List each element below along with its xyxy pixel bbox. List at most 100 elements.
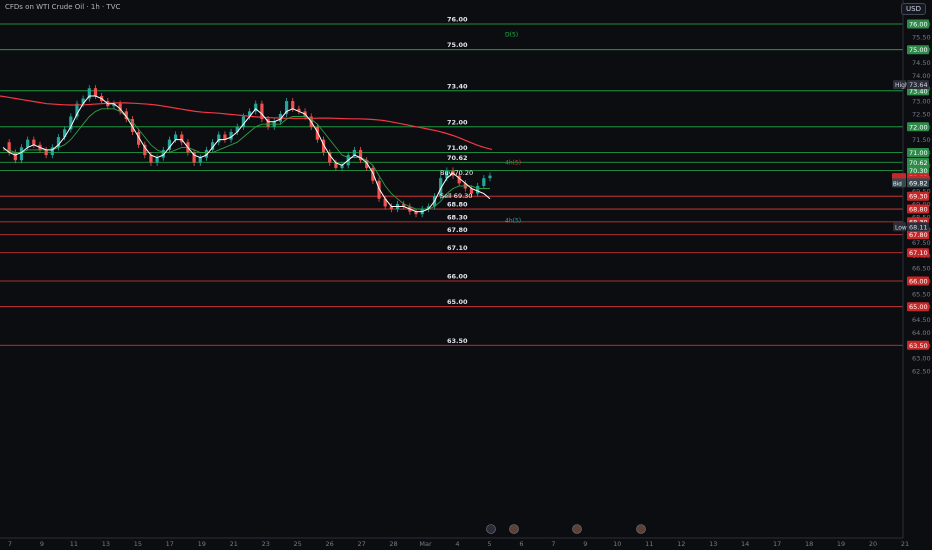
candle-body	[321, 139, 326, 153]
candle-body	[81, 98, 85, 104]
candle-body	[198, 157, 202, 163]
x-tick-label: 25	[294, 540, 302, 548]
candle-body	[334, 162, 338, 168]
candle-body	[180, 134, 184, 143]
support-axis-label-bg	[907, 122, 929, 132]
economic-event-icon[interactable]	[509, 524, 519, 534]
candle-body	[284, 101, 289, 114]
x-tick-label: 26	[326, 540, 334, 548]
candle-body	[254, 103, 258, 112]
x-tick-label: 18	[805, 540, 813, 548]
candle-body	[223, 134, 227, 140]
support-axis-label-bg	[907, 45, 929, 55]
support-axis-label-bg	[907, 157, 929, 167]
x-tick-label: 13	[102, 540, 110, 548]
bid-label-bg	[892, 178, 906, 188]
currency-button[interactable]: USD	[901, 3, 926, 15]
ma-fast-line	[2, 95, 491, 213]
low-label-bg	[893, 222, 906, 232]
resistance-axis-label: 67.10	[909, 249, 928, 257]
resistance-axis-label-bg	[907, 276, 929, 286]
x-tick-label: 17	[773, 540, 781, 548]
x-tick-label: 11	[70, 540, 78, 548]
candle-body	[63, 129, 67, 138]
y-tick-label: 69.50	[912, 188, 931, 196]
resistance-line-label: 63.50	[447, 337, 468, 345]
high-label-bg	[893, 80, 906, 90]
support-line-label: 70.62	[447, 154, 468, 162]
candle-body	[488, 175, 492, 179]
candle-body	[93, 88, 98, 96]
support-line-label: 73.40	[447, 82, 468, 90]
candle-body	[266, 119, 270, 127]
resistance-axis-label: 63.50	[909, 342, 928, 350]
candle-body	[445, 170, 449, 179]
resistance-line-label: 67.10	[447, 244, 468, 252]
resistance-axis-label: 67.80	[909, 231, 928, 239]
candle-body	[7, 142, 11, 153]
timeframe-tag: D(5)	[505, 31, 518, 38]
y-tick-label: 63.00	[912, 355, 931, 363]
candle-body	[137, 131, 141, 145]
resistance-line-label: 68.80	[447, 201, 468, 209]
support-axis-label: 72.00	[909, 123, 928, 131]
candle-body	[328, 152, 332, 163]
candle-body	[174, 134, 178, 140]
candle-body	[383, 198, 387, 207]
candle-body	[192, 152, 196, 163]
candle-body	[210, 142, 215, 150]
economic-event-icon[interactable]	[636, 524, 646, 534]
candle-body	[426, 206, 430, 210]
resistance-axis-label-bg	[907, 191, 929, 201]
candle-body	[340, 165, 344, 168]
low-value-bg	[907, 222, 929, 232]
x-tick-label: 7	[551, 540, 555, 548]
x-tick-label: 11	[645, 540, 653, 548]
support-axis-label: 70.30	[909, 167, 928, 175]
x-tick-label: 9	[583, 540, 587, 548]
candle-body	[241, 116, 246, 127]
high-label: High	[895, 82, 909, 89]
candle-body	[389, 206, 393, 210]
support-axis-label: 75.00	[909, 46, 928, 54]
support-line-label: 75.00	[447, 41, 468, 49]
y-tick-label: 72.50	[912, 110, 931, 118]
x-tick-label: 19	[198, 540, 206, 548]
flash-icon[interactable]	[486, 524, 496, 534]
y-tick-label: 74.00	[912, 72, 931, 80]
y-tick-label: 65.50	[912, 290, 931, 298]
resistance-axis-label: 68.80	[909, 206, 928, 214]
chart-symbol-title: CFDs on WTI Crude Oil · 1h · TVC	[5, 3, 121, 11]
x-tick-label: 27	[357, 540, 365, 548]
resistance-line-label: 68.30	[447, 213, 468, 221]
y-tick-label: 64.00	[912, 329, 931, 337]
resistance-axis-label-bg	[907, 340, 929, 350]
support-axis-label: 73.40	[909, 87, 928, 95]
resistance-axis-label-bg	[907, 204, 929, 214]
candle-body	[44, 149, 48, 156]
x-tick-label: 13	[709, 540, 717, 548]
candle-body	[161, 149, 165, 158]
candle-body	[130, 119, 135, 132]
candle-body	[56, 137, 61, 148]
y-tick-label: 64.50	[912, 316, 931, 324]
high-value: 73.64	[909, 81, 928, 89]
candle-body	[69, 116, 73, 130]
economic-event-icon[interactable]	[572, 524, 582, 534]
x-tick-label: 10	[613, 540, 621, 548]
resistance-axis-label: 69.30	[909, 193, 928, 201]
candle-body	[167, 139, 172, 150]
support-axis-label: 70.62	[909, 159, 928, 167]
x-tick-label: 4	[455, 540, 459, 548]
candle-body	[469, 188, 474, 194]
ma-slow-line	[0, 95, 493, 150]
low-value: 68.11	[909, 223, 928, 231]
ma-mid-line	[3, 108, 490, 210]
candle-body	[476, 185, 480, 194]
candle-body	[402, 203, 406, 207]
candle-body	[291, 101, 295, 109]
candle-body	[155, 157, 159, 163]
bid-value-bg	[907, 178, 929, 188]
